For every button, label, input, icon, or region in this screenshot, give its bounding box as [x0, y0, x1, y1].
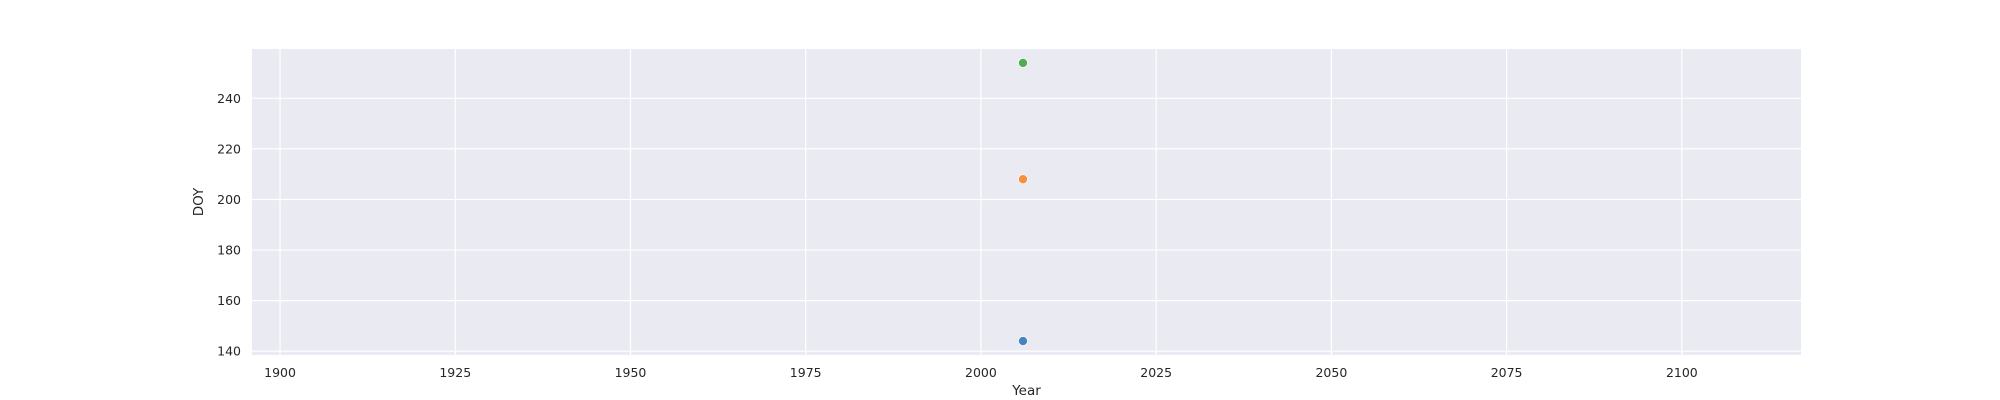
x-axis-label: Year [1011, 383, 1041, 399]
y-axis-label: DOY [191, 187, 207, 216]
y-tick-label: 220 [217, 141, 241, 156]
x-tick-label: 2075 [1491, 365, 1523, 380]
x-tick-label: 1925 [439, 365, 471, 380]
x-axis-ticks: 1900 1925 1950 1975 2000 2025 2050 2075 2100 [264, 365, 1698, 380]
data-point [1018, 58, 1028, 68]
data-point [1018, 174, 1028, 185]
data-point [1018, 336, 1028, 346]
y-tick-label: 240 [217, 91, 241, 106]
grid-lines [252, 49, 1801, 355]
x-tick-label: 2050 [1315, 365, 1347, 380]
x-tick-label: 1950 [615, 365, 647, 380]
y-axis-ticks: 140 160 180 200 220 240 [217, 91, 241, 359]
x-tick-label: 2025 [1140, 365, 1172, 380]
y-tick-label: 200 [217, 192, 241, 207]
y-tick-label: 160 [217, 293, 241, 308]
x-tick-label: 2000 [965, 365, 997, 380]
x-tick-label: 2100 [1666, 365, 1698, 380]
x-tick-label: 1975 [790, 365, 822, 380]
data-points [1018, 58, 1028, 346]
y-tick-label: 140 [217, 344, 241, 359]
x-tick-label: 1900 [264, 365, 296, 380]
y-tick-label: 180 [217, 243, 241, 258]
plot-area [252, 49, 1801, 355]
